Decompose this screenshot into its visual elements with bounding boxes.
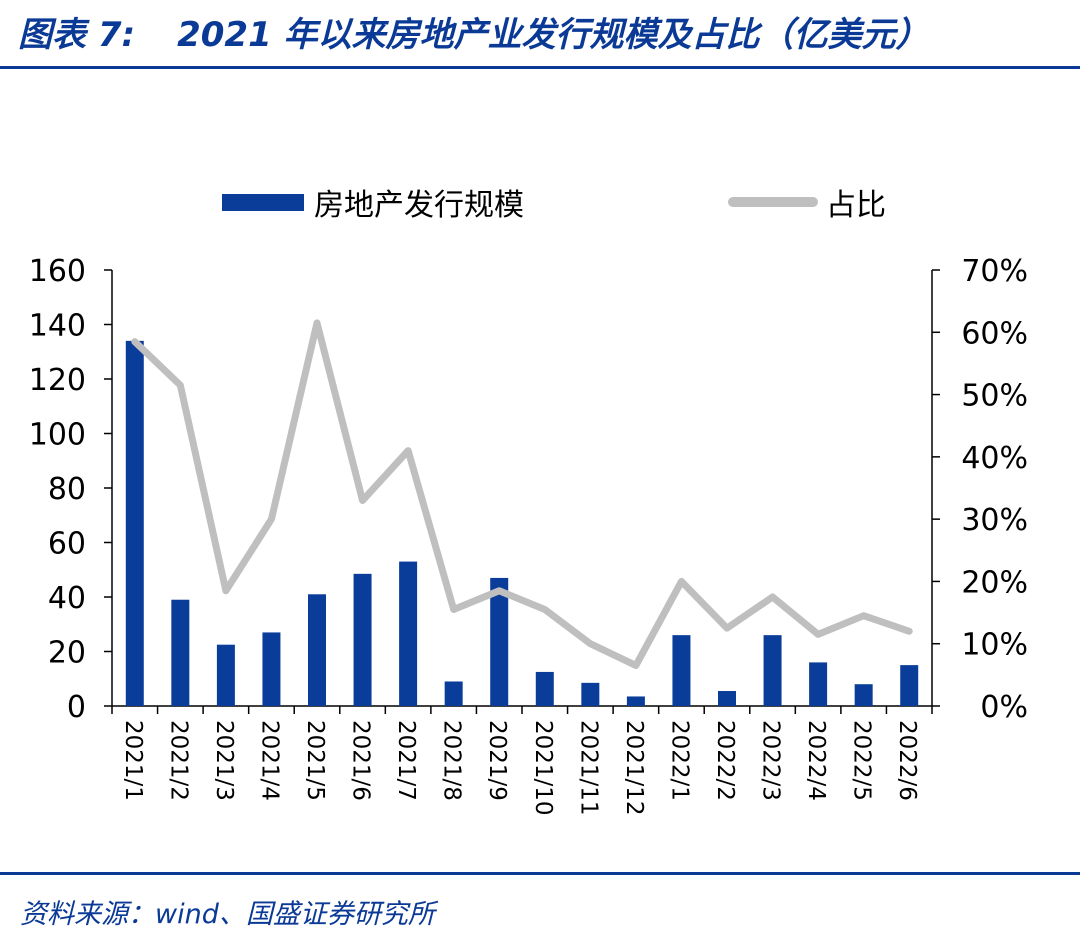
bar (718, 691, 736, 706)
figure-label: 图表 7: (18, 15, 136, 55)
bar (125, 340, 144, 706)
bar (763, 635, 782, 706)
legend-item-line: 占比 (728, 180, 886, 224)
bar (535, 671, 554, 706)
bar (171, 599, 190, 706)
x-tick-label: 2021/1 (120, 720, 146, 801)
bar (490, 577, 509, 706)
bar (308, 594, 326, 706)
left-tick-label: 120 (29, 363, 86, 398)
x-tick-label: 2021/10 (530, 720, 556, 816)
x-tick-label: 2022/3 (758, 720, 784, 801)
bar (809, 662, 828, 706)
right-tick-label: 50% (961, 379, 1028, 414)
right-tick-label: 0% (980, 690, 1028, 725)
source-note: 资料来源：wind、国盛证券研究所 (20, 899, 435, 930)
share-line (131, 319, 913, 670)
left-tick-label: 20 (48, 636, 86, 671)
left-tick-label: 100 (29, 418, 86, 453)
left-tick-label: 40 (48, 581, 86, 616)
x-tick-label: 2021/7 (393, 720, 419, 801)
bar (262, 632, 281, 706)
x-tick-label: 2021/4 (256, 720, 282, 801)
right-tick-label: 40% (961, 441, 1028, 476)
legend-bar-swatch (222, 193, 304, 211)
top-rule (0, 66, 1080, 69)
left-tick-label: 60 (48, 527, 86, 562)
bar (626, 696, 645, 706)
figure-title: 图表 7: 2021 年以来房地产业发行规模及占比（亿美元） (18, 10, 930, 60)
figure-title-text: 2021 年以来房地产业发行规模及占比（亿美元） (177, 15, 930, 55)
right-tick-label: 60% (961, 316, 1028, 351)
left-tick-label: 80 (48, 472, 86, 507)
legend-line-swatch (728, 197, 818, 207)
right-tick-label: 10% (961, 628, 1028, 663)
legend-item-bar: 房地产发行规模 (222, 180, 524, 224)
bar (900, 665, 919, 706)
x-tick-label: 2022/1 (666, 720, 692, 801)
x-tick-label: 2021/6 (348, 720, 374, 801)
x-tick-label: 2021/3 (211, 720, 237, 801)
legend-bar-label: 房地产发行规模 (314, 188, 524, 223)
left-tick-label: 160 (29, 254, 86, 289)
left-tick-label: 140 (29, 309, 86, 344)
right-tick-label: 20% (961, 565, 1028, 600)
x-tick-label: 2021/8 (439, 720, 465, 801)
right-tick-label: 30% (961, 503, 1028, 538)
bar (672, 635, 691, 706)
x-tick-label: 2022/4 (803, 720, 829, 801)
legend-line-label: 占比 (826, 188, 886, 223)
x-tick-label: 2021/2 (165, 720, 191, 801)
right-tick-label: 70% (961, 254, 1028, 289)
left-tick-label: 0 (67, 690, 86, 725)
x-tick-label: 2021/5 (302, 720, 328, 801)
x-tick-label: 2021/12 (621, 720, 647, 816)
x-tick-label: 2021/11 (575, 720, 601, 816)
bottom-rule (0, 872, 1080, 875)
x-tick-label: 2022/2 (712, 720, 738, 801)
bar (854, 684, 873, 706)
bar (216, 644, 235, 706)
bar (581, 682, 600, 706)
bar (399, 561, 418, 706)
x-tick-label: 2022/6 (894, 720, 920, 801)
x-tick-label: 2022/5 (849, 720, 875, 801)
bar (353, 573, 372, 706)
bar (444, 681, 463, 706)
x-tick-label: 2021/9 (484, 720, 510, 801)
